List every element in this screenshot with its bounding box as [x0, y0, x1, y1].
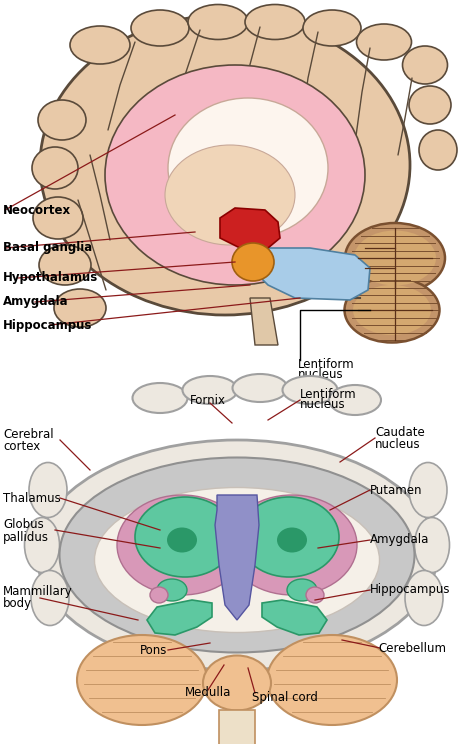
- Ellipse shape: [345, 223, 445, 293]
- Text: Mammillary: Mammillary: [3, 586, 73, 598]
- Ellipse shape: [356, 24, 411, 60]
- Ellipse shape: [131, 10, 189, 46]
- Ellipse shape: [70, 26, 130, 64]
- Text: Putamen: Putamen: [370, 484, 422, 496]
- Polygon shape: [147, 600, 212, 635]
- Text: nucleus: nucleus: [300, 399, 346, 411]
- Text: Basal ganglia: Basal ganglia: [3, 242, 92, 254]
- Ellipse shape: [150, 587, 168, 603]
- Ellipse shape: [60, 458, 414, 652]
- Text: Cerebral: Cerebral: [3, 429, 54, 441]
- Text: Lentiform: Lentiform: [298, 359, 355, 371]
- Ellipse shape: [157, 579, 187, 601]
- Ellipse shape: [287, 579, 317, 601]
- Ellipse shape: [303, 10, 361, 46]
- Ellipse shape: [133, 383, 188, 413]
- Ellipse shape: [165, 145, 295, 245]
- Ellipse shape: [29, 463, 67, 518]
- Polygon shape: [255, 248, 370, 300]
- Ellipse shape: [31, 571, 69, 626]
- Ellipse shape: [233, 374, 288, 402]
- Ellipse shape: [203, 655, 271, 711]
- Text: Spinal cord: Spinal cord: [252, 691, 318, 705]
- Ellipse shape: [409, 86, 451, 124]
- Ellipse shape: [267, 635, 397, 725]
- Ellipse shape: [135, 497, 235, 577]
- Text: Lentiform: Lentiform: [300, 388, 356, 402]
- Ellipse shape: [33, 197, 83, 239]
- Ellipse shape: [239, 497, 339, 577]
- Text: Amygdala: Amygdala: [370, 533, 429, 547]
- Ellipse shape: [306, 587, 324, 603]
- Ellipse shape: [402, 46, 447, 84]
- Text: Amygdala: Amygdala: [3, 295, 69, 309]
- Polygon shape: [215, 495, 259, 620]
- Text: cortex: cortex: [3, 440, 40, 454]
- Polygon shape: [219, 710, 255, 744]
- Text: Hippocampus: Hippocampus: [3, 318, 92, 332]
- Text: Cerebellum: Cerebellum: [378, 641, 446, 655]
- Text: Thalamus: Thalamus: [3, 492, 61, 504]
- Ellipse shape: [32, 147, 78, 189]
- Ellipse shape: [167, 527, 197, 553]
- Text: pallidus: pallidus: [3, 530, 49, 544]
- Ellipse shape: [94, 487, 380, 632]
- Ellipse shape: [277, 527, 307, 553]
- Ellipse shape: [182, 376, 237, 404]
- Text: Fornix: Fornix: [190, 394, 226, 406]
- Ellipse shape: [38, 100, 86, 140]
- Text: Hypothalamus: Hypothalamus: [3, 272, 98, 284]
- Ellipse shape: [227, 495, 357, 595]
- Text: Neocortex: Neocortex: [3, 204, 71, 217]
- Ellipse shape: [77, 635, 207, 725]
- Polygon shape: [220, 208, 280, 248]
- Ellipse shape: [105, 65, 365, 285]
- Ellipse shape: [283, 376, 337, 404]
- Ellipse shape: [353, 285, 431, 335]
- Ellipse shape: [414, 518, 449, 572]
- Text: nucleus: nucleus: [298, 368, 344, 382]
- Ellipse shape: [39, 245, 91, 285]
- Text: Hippocampus: Hippocampus: [370, 583, 450, 597]
- Ellipse shape: [354, 231, 436, 286]
- Ellipse shape: [405, 571, 443, 626]
- Text: Caudate: Caudate: [375, 426, 425, 440]
- Ellipse shape: [245, 4, 305, 39]
- Text: Pons: Pons: [140, 644, 167, 656]
- Text: nucleus: nucleus: [375, 438, 420, 452]
- Text: Medulla: Medulla: [185, 687, 231, 699]
- Ellipse shape: [409, 463, 447, 518]
- Ellipse shape: [168, 98, 328, 238]
- Polygon shape: [250, 298, 278, 345]
- Ellipse shape: [37, 440, 437, 670]
- Ellipse shape: [25, 518, 60, 572]
- Ellipse shape: [419, 130, 457, 170]
- Ellipse shape: [117, 495, 247, 595]
- Ellipse shape: [54, 289, 106, 327]
- Text: body: body: [3, 597, 32, 611]
- Polygon shape: [262, 600, 327, 635]
- Text: Globus: Globus: [3, 519, 44, 531]
- Ellipse shape: [345, 278, 439, 342]
- Ellipse shape: [40, 15, 410, 315]
- Ellipse shape: [232, 243, 274, 281]
- Ellipse shape: [188, 4, 248, 39]
- Ellipse shape: [329, 385, 381, 415]
